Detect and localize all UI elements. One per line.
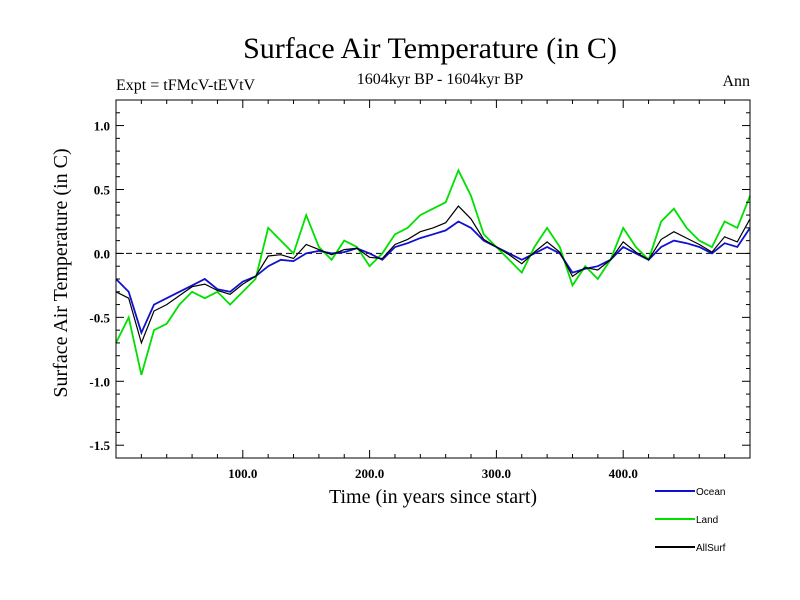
experiment-label: Expt = tFMcV-tEVtV xyxy=(116,77,256,94)
y-axis-label: Surface Air Temperature (in C) xyxy=(50,148,72,397)
y-tick-label: -1.5 xyxy=(89,438,110,453)
legend-label-land: Land xyxy=(696,515,718,526)
legend: Ocean Land AllSurf xyxy=(655,487,726,554)
y-tick-label: 0.0 xyxy=(94,246,110,261)
series-line-allsurf xyxy=(115,205,751,345)
axes: 100.0 200.0 300.0 400.0 -1.5 -1.0 -0.5 0.0 0.5 1.… xyxy=(89,99,751,481)
x-tick-label: 400.0 xyxy=(609,466,638,481)
x-axis-label: Time (in years since start) xyxy=(329,486,537,508)
y-tick-label: 1.0 xyxy=(94,119,110,134)
y-tick-label: -1.0 xyxy=(89,374,110,389)
y-tick-label: 0.5 xyxy=(94,183,111,198)
chart-title: Surface Air Temperature (in C) xyxy=(243,32,617,65)
legend-label-ocean: Ocean xyxy=(696,487,725,498)
period-label: Ann xyxy=(722,73,750,90)
chart-subtitle: 1604kyr BP - 1604kyr BP xyxy=(357,71,524,88)
x-tick-label: 100.0 xyxy=(228,466,257,481)
y-tick-label: -0.5 xyxy=(89,310,110,325)
legend-label-allsurf: AllSurf xyxy=(696,543,726,554)
plot-frame xyxy=(115,99,751,459)
x-tick-label: 300.0 xyxy=(482,466,511,481)
x-tick-label: 200.0 xyxy=(355,466,384,481)
series-line-land xyxy=(115,168,751,376)
plot-area xyxy=(115,168,751,376)
